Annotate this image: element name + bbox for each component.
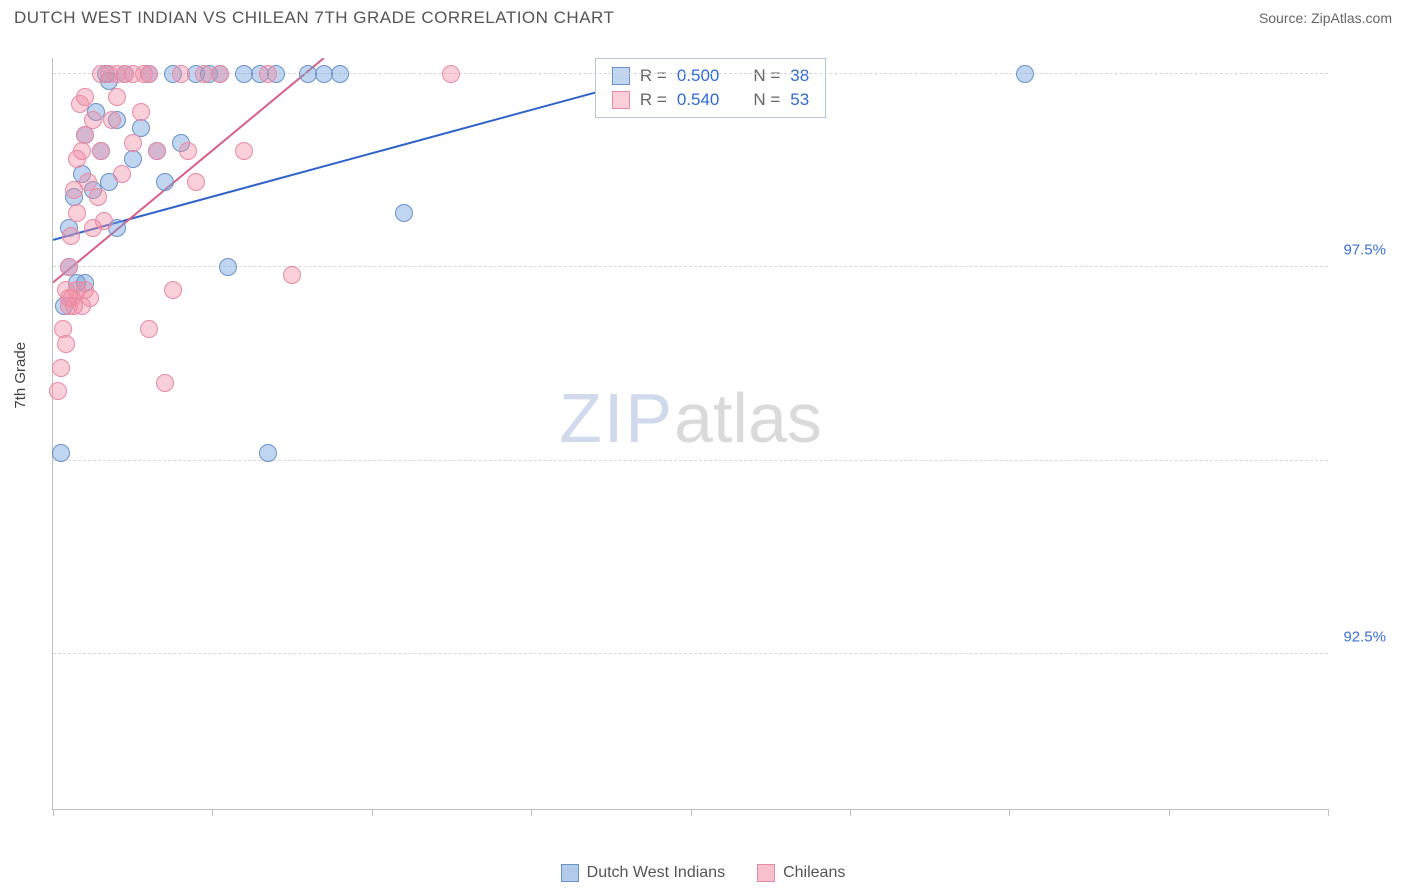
legend-label: Chileans <box>783 864 845 882</box>
y-tick-label: 97.5% <box>1343 242 1386 259</box>
data-point <box>283 266 301 284</box>
chart-title: DUTCH WEST INDIAN VS CHILEAN 7TH GRADE C… <box>14 8 614 28</box>
stat-r-key: R = <box>640 90 667 110</box>
data-point <box>148 142 166 160</box>
trend-lines <box>53 58 1328 809</box>
data-point <box>219 258 237 276</box>
data-point <box>235 142 253 160</box>
gridline-h <box>53 653 1328 654</box>
data-point <box>124 150 142 168</box>
data-point <box>52 359 70 377</box>
stats-row: R = 0.500 N = 38 <box>612 64 809 88</box>
data-point <box>108 88 126 106</box>
x-tick <box>850 809 851 816</box>
data-point <box>179 142 197 160</box>
x-tick <box>691 809 692 816</box>
data-point <box>211 65 229 83</box>
data-point <box>395 204 413 222</box>
data-point <box>124 134 142 152</box>
data-point <box>103 111 121 129</box>
data-point <box>92 142 110 160</box>
data-point <box>81 289 99 307</box>
data-point <box>187 173 205 191</box>
legend-swatch <box>757 864 775 882</box>
chart-container: 7th Grade ZIPatlas R = 0.500 N = 38 R = 0.540… <box>14 38 1392 846</box>
watermark-part1: ZIP <box>559 379 674 457</box>
x-tick <box>212 809 213 816</box>
y-axis-label: 7th Grade <box>12 342 29 409</box>
data-point <box>52 444 70 462</box>
y-tick-label: 92.5% <box>1343 629 1386 646</box>
watermark: ZIPatlas <box>559 378 822 458</box>
data-point <box>84 111 102 129</box>
data-point <box>113 165 131 183</box>
legend-item: Chileans <box>757 864 845 882</box>
stat-n-key: N = <box>753 66 780 86</box>
data-point <box>140 320 158 338</box>
data-point <box>62 227 80 245</box>
source-attribution: Source: ZipAtlas.com <box>1259 10 1392 26</box>
data-point <box>89 188 107 206</box>
stats-box: R = 0.500 N = 38 R = 0.540 N = 53 <box>595 58 826 118</box>
stat-n-value: 53 <box>790 90 809 110</box>
data-point <box>164 281 182 299</box>
gridline-h <box>53 266 1328 267</box>
series-swatch <box>612 91 630 109</box>
series-swatch <box>612 67 630 85</box>
data-point <box>331 65 349 83</box>
data-point <box>73 142 91 160</box>
stat-n-value: 38 <box>790 66 809 86</box>
stat-r-value: 0.540 <box>677 90 720 110</box>
gridline-h <box>53 460 1328 461</box>
data-point <box>156 173 174 191</box>
data-point <box>1016 65 1034 83</box>
stat-n-key: N = <box>753 90 780 110</box>
x-tick <box>1328 809 1329 816</box>
legend-label: Dutch West Indians <box>587 864 725 882</box>
plot-area: ZIPatlas R =0.500N =38R =0.540N =53 92.5… <box>52 58 1328 810</box>
data-point <box>76 126 94 144</box>
stats-row: R = 0.540 N = 53 <box>612 88 809 112</box>
data-point <box>49 382 67 400</box>
trend-line <box>53 58 324 283</box>
stat-r-key: R = <box>640 66 667 86</box>
x-tick <box>1169 809 1170 816</box>
x-tick <box>531 809 532 816</box>
data-point <box>95 212 113 230</box>
data-point <box>156 374 174 392</box>
x-tick <box>372 809 373 816</box>
data-point <box>76 88 94 106</box>
data-point <box>57 335 75 353</box>
legend-swatch <box>561 864 579 882</box>
stat-r-value: 0.500 <box>677 66 720 86</box>
legend-item: Dutch West Indians <box>561 864 725 882</box>
x-tick <box>53 809 54 816</box>
data-point <box>259 444 277 462</box>
data-point <box>172 65 190 83</box>
data-point <box>60 258 78 276</box>
data-point <box>259 65 277 83</box>
x-tick <box>1009 809 1010 816</box>
data-point <box>140 65 158 83</box>
data-point <box>132 103 150 121</box>
data-point <box>442 65 460 83</box>
chart-header: DUTCH WEST INDIAN VS CHILEAN 7TH GRADE C… <box>0 0 1406 32</box>
legend: Dutch West Indians Chileans <box>0 864 1406 882</box>
data-point <box>68 204 86 222</box>
watermark-part2: atlas <box>674 379 822 457</box>
